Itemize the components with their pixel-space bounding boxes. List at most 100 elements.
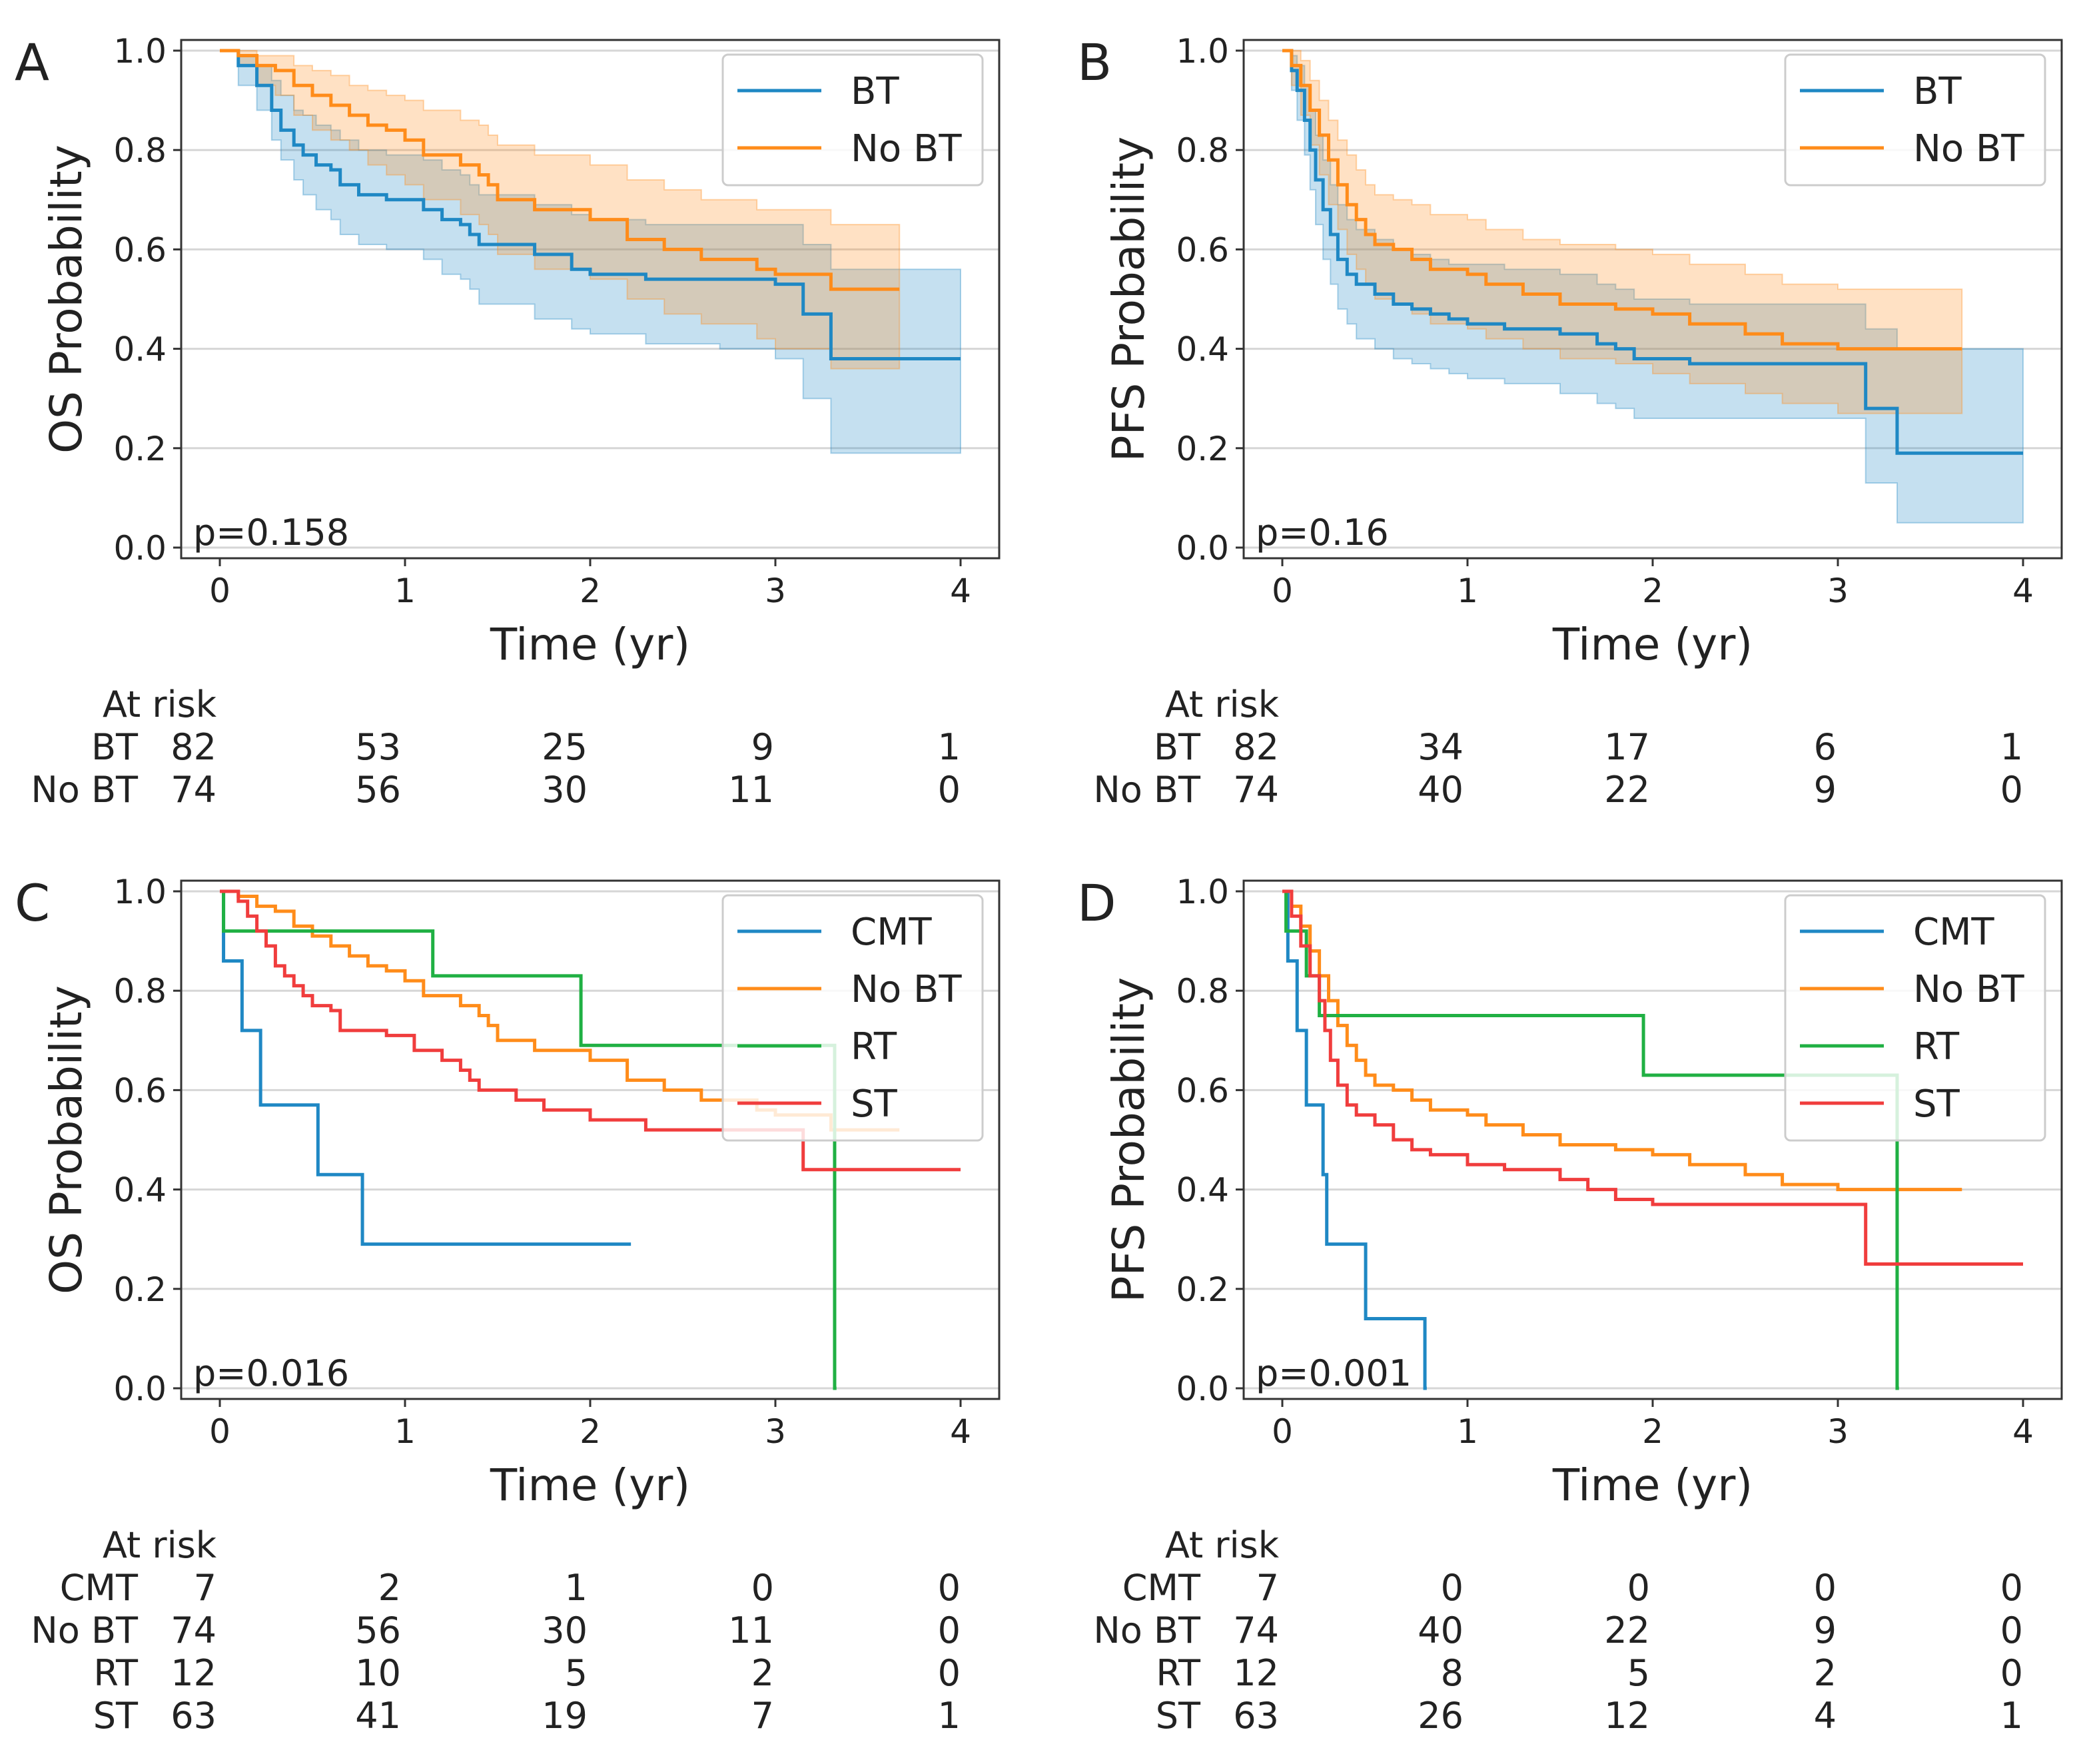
survival-line-no-bt [220,49,900,291]
at-risk-group-label: No BT [1093,769,1201,811]
at-risk-count: 8 [1441,1652,1464,1694]
y-tick-label: 1.0 [113,873,167,911]
at-risk-count: 30 [542,769,588,811]
at-risk-group-label: No BT [31,1609,139,1651]
survival-line-cmt [1282,889,1427,1390]
at-risk-count: 11 [728,1609,774,1651]
at-risk-count: 53 [355,726,401,768]
at-risk-group-label: BT [91,726,139,768]
at-risk-count: 2 [378,1567,401,1609]
at-risk-count: 4 [1814,1695,1837,1737]
x-tick-label: 3 [765,1412,786,1451]
legend-label: BT [851,70,899,113]
at-risk-group-label: CMT [1122,1567,1201,1609]
at-risk-count: 0 [1814,1567,1837,1609]
x-tick-label: 4 [2012,1412,2034,1451]
legend-label: RT [851,1025,897,1069]
at-risk-count: 56 [355,769,401,811]
at-risk-count: 22 [1604,1609,1650,1651]
legend-label: No BT [1913,968,2024,1011]
p-value: p=0.158 [193,512,349,554]
survival-line-bt [220,49,961,361]
x-tick-label: 4 [2012,572,2034,610]
legend-box [721,53,984,187]
at-risk-count: 0 [938,1567,961,1609]
at-risk-count: 1 [938,726,961,768]
legend-label: No BT [851,968,962,1011]
panel-letter: B [1077,33,1112,92]
y-tick-label: 0.4 [1176,330,1229,369]
at-risk-count: 11 [728,769,774,811]
x-tick-label: 3 [765,572,786,610]
y-tick-label: 1.0 [1176,873,1229,911]
at-risk-count: 30 [542,1609,588,1651]
at-risk-count: 0 [2000,1567,2023,1609]
at-risk-count: 56 [355,1609,401,1651]
panel-letter: A [15,33,49,92]
y-tick-label: 0.2 [1176,430,1229,468]
at-risk-count: 1 [2000,1695,2023,1737]
x-tick-label: 1 [1457,1412,1478,1451]
at-risk-count: 12 [1604,1695,1650,1737]
y-tick-label: 0.4 [113,1171,167,1210]
y-tick-label: 1.0 [113,32,167,71]
p-value: p=0.001 [1256,1352,1412,1394]
at-risk-count: 1 [2000,726,2023,768]
at-risk-count: 9 [751,726,774,768]
survival-line-no-bt [220,889,900,1132]
y-axis-title: PFS Probability [1103,137,1154,462]
survival-line-bt [1282,49,2023,455]
at-risk-count: 82 [171,726,216,768]
y-tick-label: 0.6 [113,230,167,269]
y-tick-label: 1.0 [1176,32,1229,71]
y-tick-label: 0.8 [113,972,167,1011]
survival-line-st [1282,889,2023,1266]
ci-band-no-bt [1282,50,1963,414]
at-risk-count: 0 [938,1652,961,1694]
at-risk-count: 63 [171,1695,216,1737]
at-risk-count: 7 [751,1695,774,1737]
at-risk-group-label: No BT [1093,1609,1201,1651]
legend-label: No BT [851,127,962,171]
x-tick-label: 0 [1272,1412,1293,1451]
at-risk-title: At risk [103,1524,217,1566]
y-tick-label: 0.2 [113,430,167,468]
at-risk-count: 1 [938,1695,961,1737]
panel-letter: C [15,873,50,933]
y-tick-label: 0.4 [113,330,167,369]
y-tick-label: 0.8 [1176,131,1229,170]
legend-label: ST [1913,1083,1960,1126]
x-tick-label: 2 [1642,1412,1663,1451]
x-tick-label: 0 [209,572,230,610]
x-tick-label: 2 [1642,572,1663,610]
y-tick-label: 0.6 [113,1071,167,1110]
at-risk-count: 0 [2000,1609,2023,1651]
survival-line-no-bt [1282,49,1962,351]
y-tick-label: 0.8 [113,131,167,170]
x-tick-label: 1 [394,1412,416,1451]
y-tick-label: 0.2 [113,1270,167,1309]
survival-line-st [220,889,961,1172]
x-tick-label: 4 [950,572,971,610]
x-tick-label: 2 [580,1412,601,1451]
at-risk-count: 6 [1814,726,1837,768]
at-risk-count: 5 [565,1652,588,1694]
survival-line-rt [220,889,837,1390]
at-risk-count: 40 [1418,1609,1464,1651]
legend-label: BT [1913,70,1962,113]
y-tick-label: 0.0 [1176,1370,1229,1408]
y-axis-title: OS Probability [41,145,92,454]
at-risk-group-label: CMT [60,1567,139,1609]
panel-letter: D [1077,873,1116,933]
at-risk-group-label: BT [1154,726,1201,768]
legend-label: CMT [851,911,932,954]
legend-box [1784,53,2046,187]
at-risk-count: 9 [1814,1609,1837,1651]
y-tick-label: 0.0 [113,1370,167,1408]
at-risk-group-label: RT [1156,1652,1201,1694]
x-tick-label: 3 [1827,1412,1849,1451]
at-risk-count: 25 [542,726,588,768]
